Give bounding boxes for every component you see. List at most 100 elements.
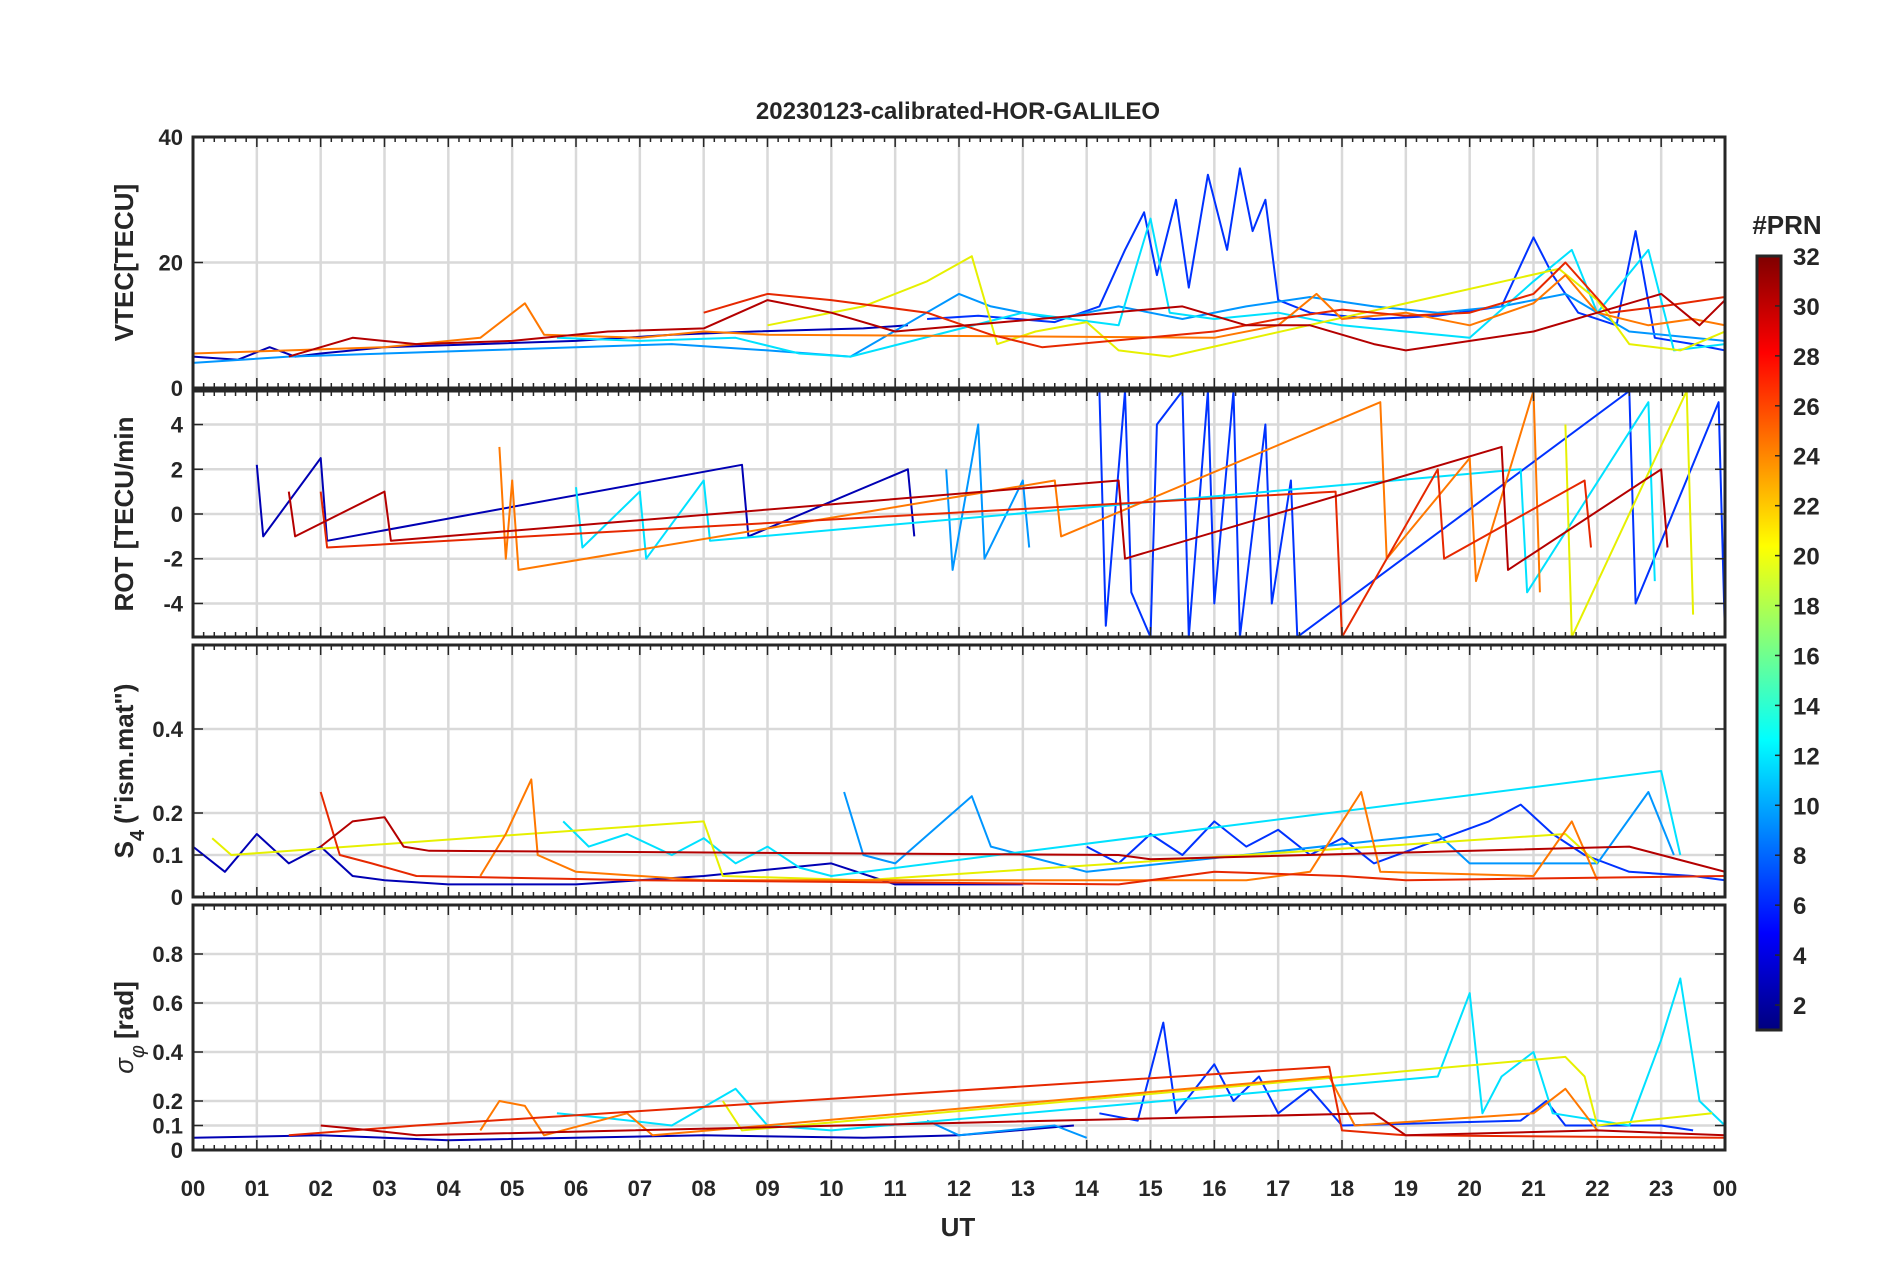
series-line-prn-31 xyxy=(288,292,1725,358)
x-axis-tick-labels: 00 01 02 03 04 05 06 07 08 09 10 11 12 13 14 15 16 17 18 19… xyxy=(181,1176,1737,1201)
series-group-sigma xyxy=(193,977,1725,1142)
x-tick-label: 07 xyxy=(628,1176,652,1201)
colorbar-tick-label: 24 xyxy=(1793,444,1820,471)
colorbar-tick-label: 28 xyxy=(1793,344,1820,371)
colorbar-tick-label: 14 xyxy=(1793,693,1820,720)
colorbar-tick-label: 2 xyxy=(1793,993,1806,1020)
colorbar-tick-label: 16 xyxy=(1793,643,1820,670)
panel-frame xyxy=(191,643,1727,899)
x-tick-label: 22 xyxy=(1585,1176,1609,1201)
y-axis-label-vtec: VTEC[TECU] xyxy=(109,184,139,341)
series-line-prn-24 xyxy=(498,391,1541,593)
y-tick-label: 0 xyxy=(171,502,183,527)
x-axis-label: UT xyxy=(941,1212,976,1242)
x-tick-label: 20 xyxy=(1457,1176,1481,1201)
x-tick-label: 06 xyxy=(564,1176,588,1201)
panel-frame xyxy=(191,903,1727,1152)
y-axis-label-s4: S4("ism.mat") xyxy=(109,684,149,859)
colorbar-tick-label: 32 xyxy=(1793,244,1820,271)
x-tick-label: 02 xyxy=(308,1176,332,1201)
series-line-prn-31 xyxy=(320,1112,1725,1137)
y-tick-label: 0.1 xyxy=(152,843,183,868)
y-axis-label-sigma: σφ[rad] xyxy=(109,981,149,1074)
x-tick-label: 10 xyxy=(819,1176,843,1201)
chart-title: 20230123-calibrated-HOR-GALILEO xyxy=(756,98,1160,125)
x-tick-label: 15 xyxy=(1138,1176,1162,1201)
series-line-prn-10 xyxy=(926,1119,1088,1139)
x-tick-label: 01 xyxy=(245,1176,269,1201)
series-group-rot xyxy=(255,391,1725,637)
x-tick-label: 08 xyxy=(691,1176,715,1201)
series-group-vtec xyxy=(193,167,1725,364)
x-tick-label: 03 xyxy=(372,1176,396,1201)
y-tick-label: 0 xyxy=(171,1138,183,1163)
series-line-prn-31 xyxy=(320,816,1725,873)
y-tick-label: 0 xyxy=(171,376,183,401)
colorbar-gradient xyxy=(1755,254,1783,1032)
x-tick-label: 13 xyxy=(1011,1176,1035,1201)
y-tick-label: -4 xyxy=(163,591,183,616)
x-tick-label: 17 xyxy=(1266,1176,1290,1201)
colorbar-tick-label: 18 xyxy=(1793,594,1820,621)
colorbar-tick-label: 6 xyxy=(1793,893,1806,920)
y-tick-label: 0.2 xyxy=(152,801,183,826)
y-tick-label: 0.4 xyxy=(152,1040,183,1065)
series-line-prn-13 xyxy=(575,401,1656,594)
colorbar-tick-label: 26 xyxy=(1793,394,1820,421)
colorbar-tick-label: 20 xyxy=(1793,544,1820,571)
x-tick-label: 19 xyxy=(1394,1176,1418,1201)
series-line-prn-3 xyxy=(255,457,916,542)
y-tick-label: 2 xyxy=(171,457,183,482)
colorbar-tick-label: 8 xyxy=(1793,843,1806,870)
series-line-prn-13 xyxy=(556,977,1725,1132)
y-tick-label: 0.8 xyxy=(152,942,183,967)
series-line-prn-5 xyxy=(1099,1021,1694,1132)
panel-frame xyxy=(191,135,1727,390)
x-tick-label: 16 xyxy=(1202,1176,1226,1201)
colorbar-title: #PRN xyxy=(1752,210,1821,240)
panel-vtec: 0 20 40 VTEC[TECU] xyxy=(109,125,1727,401)
series-line-prn-28 xyxy=(703,261,1725,349)
y-tick-label: 0.4 xyxy=(152,717,183,742)
series-line-prn-19 xyxy=(211,820,1598,882)
series-line-prn-24 xyxy=(479,778,1599,882)
series-line-prn-28 xyxy=(319,468,1592,637)
y-tick-label: -2 xyxy=(163,547,183,572)
series-line-prn-3 xyxy=(193,324,908,361)
colorbar-tick-label: 30 xyxy=(1793,294,1820,321)
y-axis-label-rot: ROT [TECU/min xyxy=(109,417,139,612)
series-line-prn-5 xyxy=(927,167,1725,352)
panel-sigma: 00.10.2 0.4 0.6 0.8σφ[rad] xyxy=(109,903,1727,1163)
colorbar-tick-label: 10 xyxy=(1793,793,1820,820)
x-tick-label: 14 xyxy=(1074,1176,1099,1201)
series-line-prn-24 xyxy=(479,1075,1599,1137)
series-line-prn-13 xyxy=(562,770,1682,877)
colorbar-tick-label: 4 xyxy=(1793,943,1807,970)
series-group-s4 xyxy=(193,770,1725,886)
panel-rot: -4 -2 0 2 4 ROT [TECU/min xyxy=(109,389,1727,639)
y-tick-label: 40 xyxy=(159,125,183,150)
x-tick-label: 11 xyxy=(884,1176,907,1201)
x-tick-label: 09 xyxy=(755,1176,779,1201)
x-tick-label: 00 xyxy=(181,1176,205,1201)
series-line-prn-19 xyxy=(721,1055,1713,1132)
x-tick-label: 04 xyxy=(436,1176,461,1201)
x-tick-label: 00 xyxy=(1713,1176,1737,1201)
x-tick-label: 18 xyxy=(1330,1176,1354,1201)
x-tick-label: 23 xyxy=(1649,1176,1673,1201)
y-tick-label: 0.1 xyxy=(152,1114,183,1139)
series-line-prn-10 xyxy=(193,292,1725,364)
x-tick-label: 12 xyxy=(947,1176,971,1201)
x-tick-label: 05 xyxy=(500,1176,524,1201)
colorbar-tick-label: 22 xyxy=(1793,494,1820,521)
y-tick-label: 4 xyxy=(171,413,184,438)
x-tick-label: 21 xyxy=(1521,1176,1545,1201)
series-line-prn-10 xyxy=(843,791,1675,873)
panel-frame xyxy=(191,389,1727,639)
y-tick-label: 0.2 xyxy=(152,1089,183,1114)
series-line-prn-28 xyxy=(319,791,1725,886)
colorbar-tick-label: 12 xyxy=(1793,743,1820,770)
